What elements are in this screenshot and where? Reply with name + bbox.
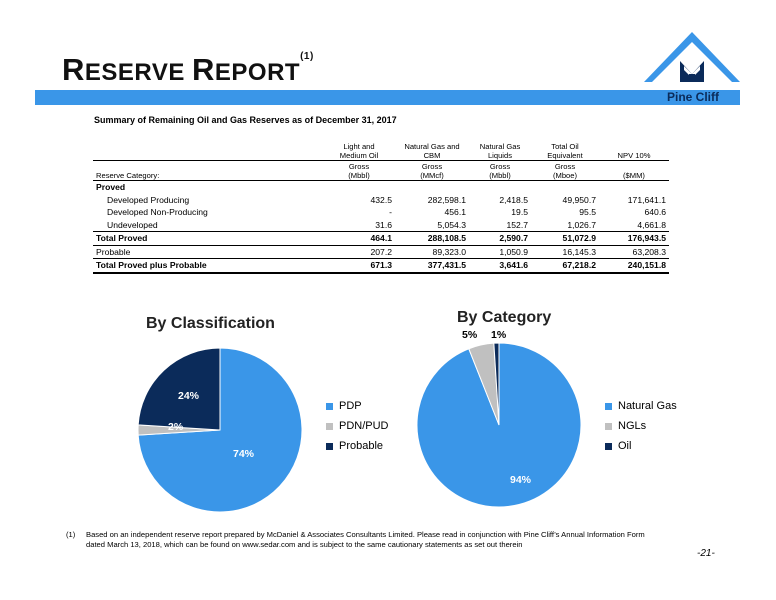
pie-label: 2% bbox=[168, 421, 184, 433]
legend-item: PDP bbox=[326, 396, 389, 416]
pie-slice-probable bbox=[137, 347, 221, 431]
legend-item: Oil bbox=[605, 436, 677, 456]
unit-header: ($MM) bbox=[599, 160, 669, 181]
legend-item: NGLs bbox=[605, 416, 677, 436]
legend-item: PDN/PUD bbox=[326, 416, 389, 436]
page-title: RESERVE REPORT(1) bbox=[62, 51, 314, 87]
legend-classification: PDP PDN/PUD Probable bbox=[326, 396, 389, 456]
chart-title-classification: By Classification bbox=[146, 315, 275, 332]
pie-chart-classification bbox=[137, 347, 303, 513]
legend-swatch bbox=[605, 402, 612, 410]
chart-title-category: By Category bbox=[457, 309, 552, 326]
table-subtitle: Summary of Remaining Oil and Gas Reserve… bbox=[94, 115, 397, 125]
legend-swatch bbox=[605, 442, 612, 450]
unit-header: Gross (MMcf) bbox=[395, 160, 469, 181]
logo-text: Pine Cliff bbox=[666, 90, 719, 104]
legend-item: Natural Gas bbox=[605, 396, 677, 416]
table-row: Proved bbox=[93, 181, 669, 194]
legend-swatch bbox=[326, 442, 333, 450]
page-number: -21- bbox=[697, 548, 715, 559]
unit-header: Gross (Mbbl) bbox=[469, 160, 531, 181]
pine-cliff-logo-icon bbox=[644, 32, 740, 82]
proved-heading: Proved bbox=[96, 182, 126, 193]
pie-chart-category bbox=[416, 342, 582, 508]
table-row-total-proved-probable: Total Proved plus Probable 671.3 377,431… bbox=[93, 258, 669, 274]
legend-swatch bbox=[605, 422, 612, 430]
column-header: Natural Gas and CBM bbox=[395, 141, 469, 161]
table-row: Developed Non-Producing - 456.1 19.5 95.… bbox=[107, 207, 666, 218]
table-header-row: Light and Medium Oil Natural Gas and CBM N… bbox=[93, 141, 669, 161]
column-header: NPV 10% bbox=[599, 141, 669, 161]
unit-header: Gross (Mbbl) bbox=[323, 160, 395, 181]
column-header: Light and Medium Oil bbox=[323, 141, 395, 161]
pie-label: 1% bbox=[491, 329, 507, 341]
table-row: Developed Producing 432.5 282,598.1 2,41… bbox=[107, 194, 666, 205]
pie-slice-natural-gas bbox=[416, 342, 582, 508]
header-accent-bar bbox=[35, 90, 740, 105]
footnote-line: Based on an independent reserve report p… bbox=[86, 530, 645, 539]
table-row: Probable 207.2 89,323.0 1,050.9 16,145.3… bbox=[93, 244, 669, 259]
footnote-number: (1) bbox=[66, 530, 76, 539]
pie-slice-oil bbox=[493, 342, 500, 426]
footnote-line: dated March 13, 2018, which can be found… bbox=[86, 540, 523, 549]
legend-category: Natural Gas NGLs Oil bbox=[605, 396, 677, 456]
legend-swatch bbox=[326, 422, 333, 430]
table-units-row: Reserve Category: Gross (Mbbl) Gross (MMcf… bbox=[93, 160, 669, 181]
category-label: Reserve Category: bbox=[93, 160, 323, 181]
pie-label: 5% bbox=[462, 329, 478, 341]
pie-label: 74% bbox=[233, 448, 255, 460]
unit-header: Gross (Mboe) bbox=[531, 160, 599, 181]
pie-label: 24% bbox=[178, 390, 200, 402]
column-header: Total Oil Equivalent bbox=[531, 141, 599, 161]
legend-item: Probable bbox=[326, 436, 389, 456]
table-row: Undeveloped 31.6 5,054.3 152.7 1,026.7 4… bbox=[107, 219, 666, 230]
reserves-table: Light and Medium Oil Natural Gas and CBM N… bbox=[93, 141, 669, 274]
legend-swatch bbox=[326, 402, 333, 410]
pie-label: 94% bbox=[510, 474, 532, 486]
table-row-total-proved: Total Proved 464.1 288,108.5 2,590.7 51,… bbox=[93, 231, 669, 245]
column-header: Natural Gas Liquids bbox=[469, 141, 531, 161]
